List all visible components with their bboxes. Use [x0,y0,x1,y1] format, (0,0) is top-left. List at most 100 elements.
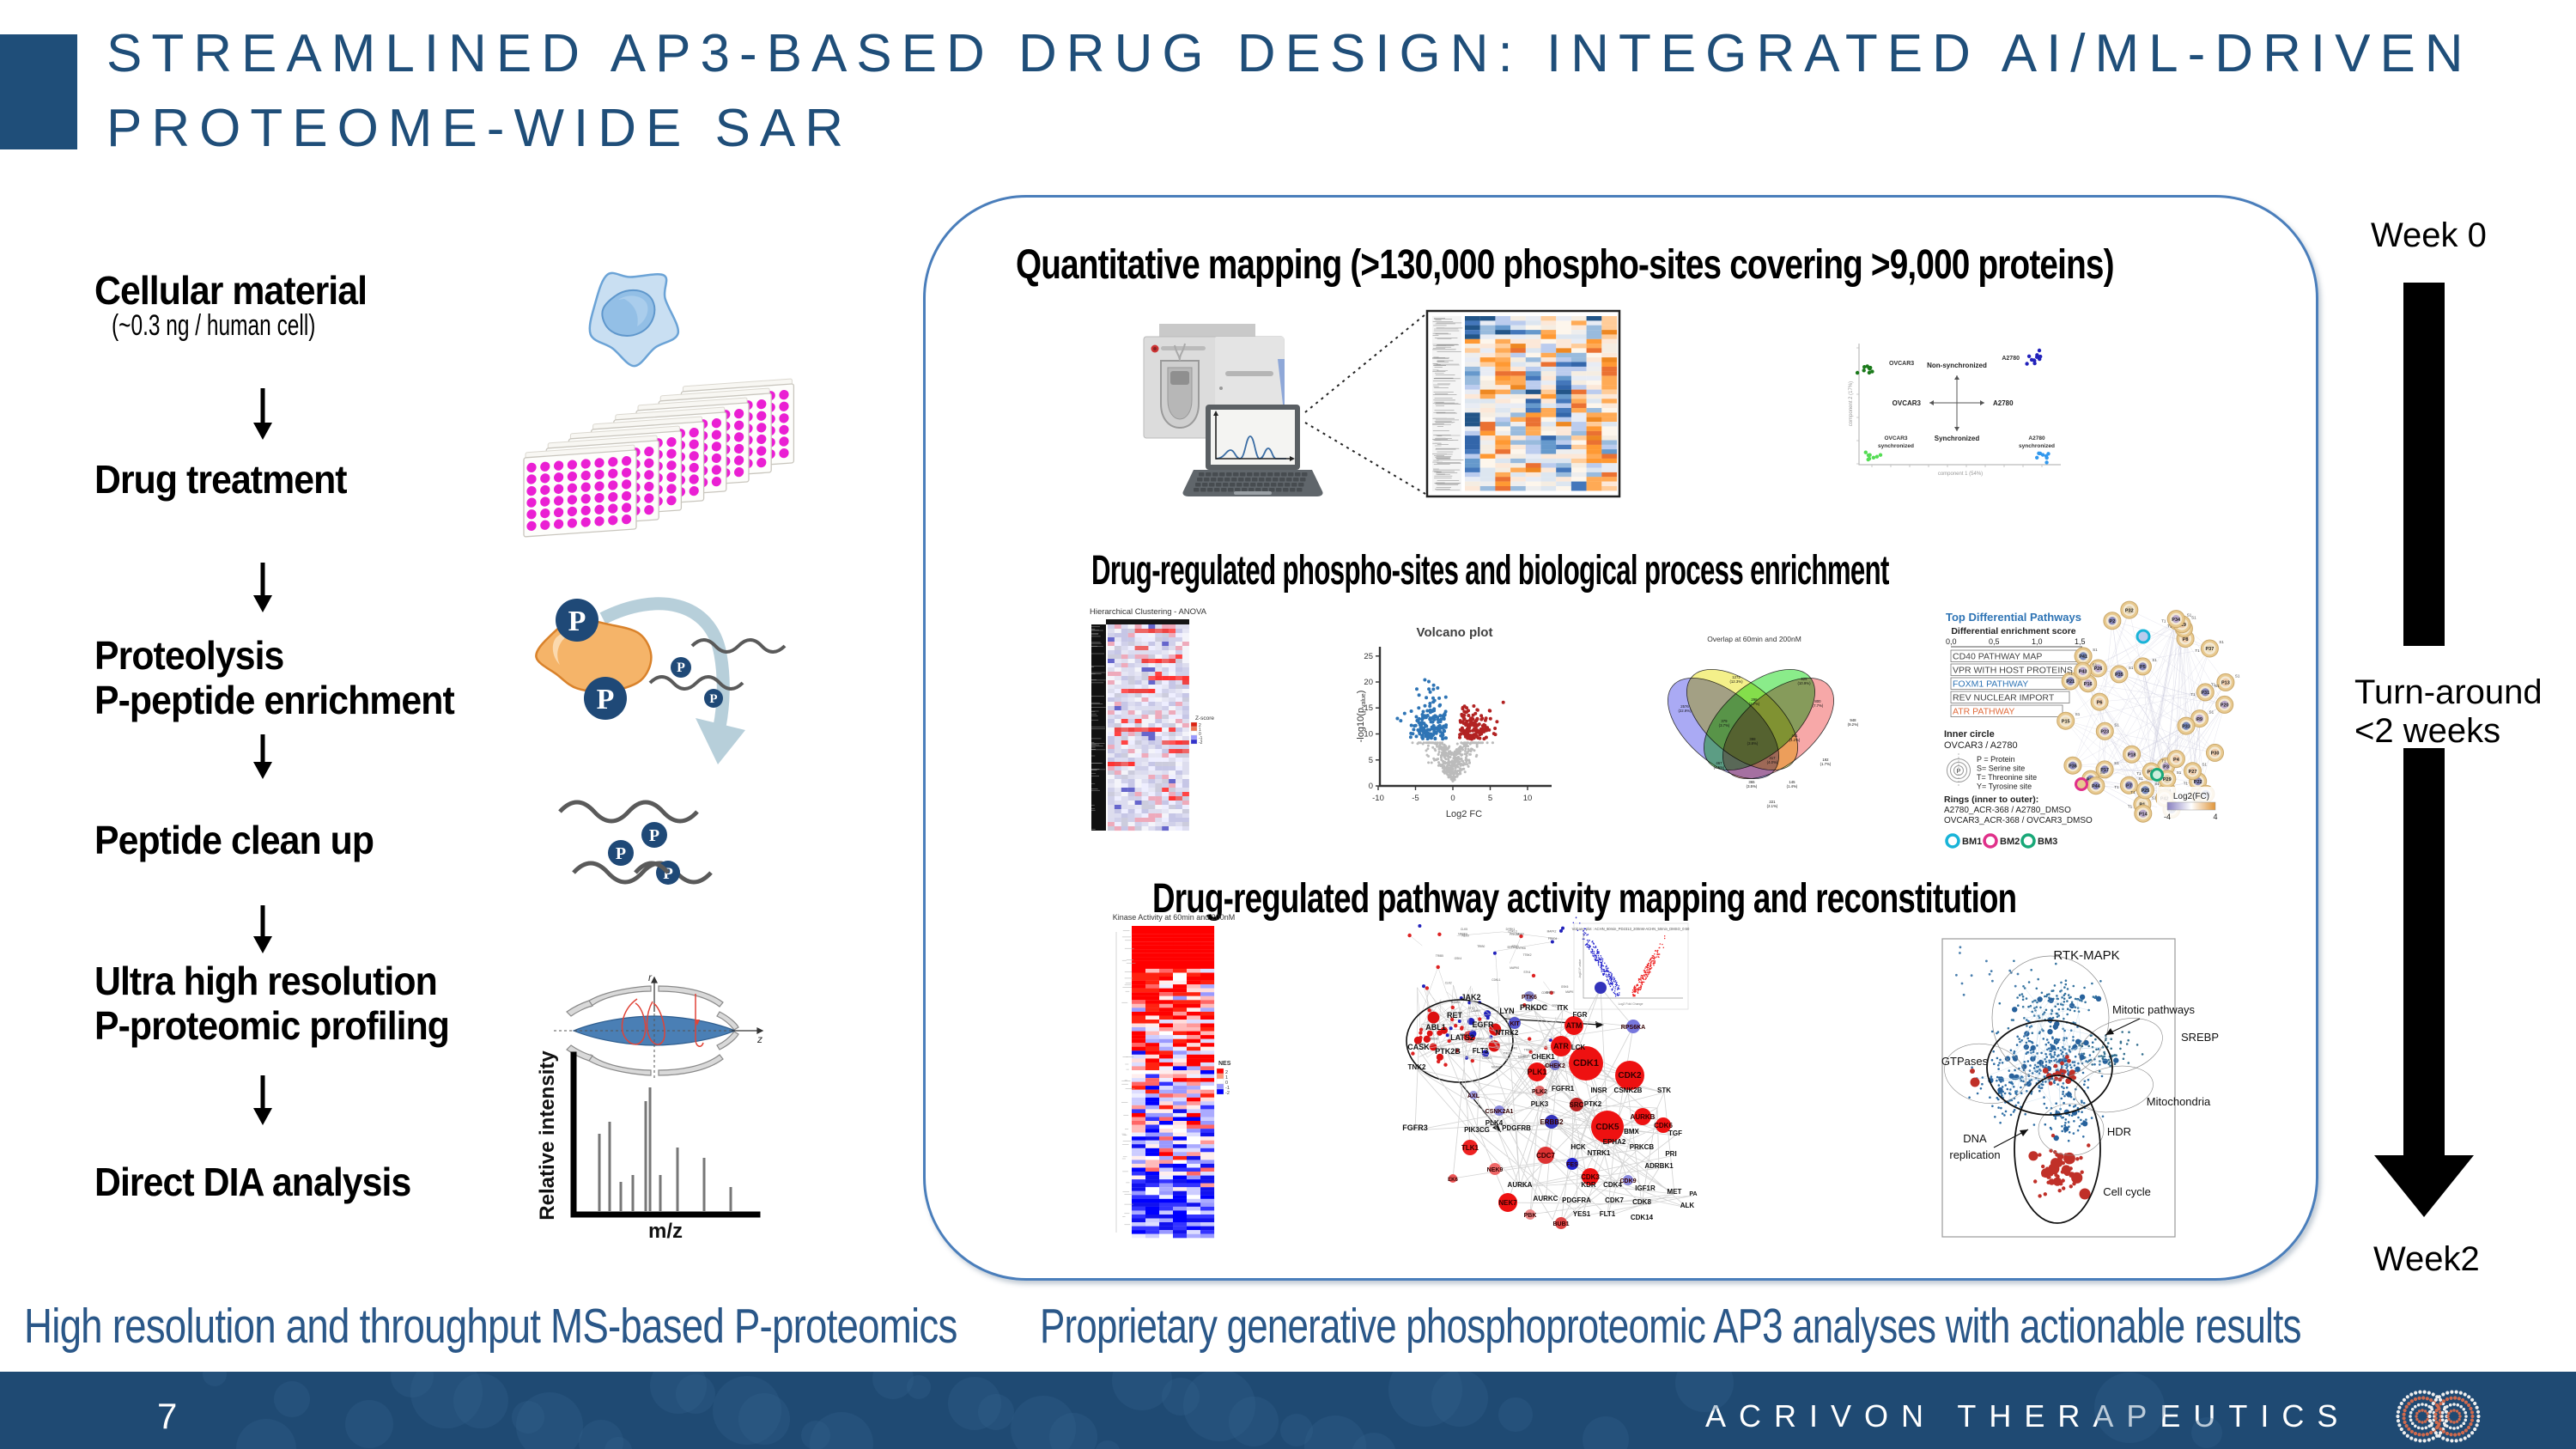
svg-text:P8: P8 [2183,637,2189,642]
svg-text:Inner circle: Inner circle [1944,729,1995,740]
svg-text:T1: T1 [2130,790,2136,795]
svg-text:ULK3: ULK3 [1540,1005,1547,1008]
svg-text:CLK5: CLK5 [1461,928,1467,931]
svg-text:CAMK1: CAMK1 [1471,1009,1480,1013]
svg-text:2: 2 [1199,723,1201,728]
svg-text:Z-score: Z-score [1195,715,1214,721]
svg-text:1272: 1272 [1732,675,1741,679]
svg-text:FES: FES [1566,1162,1578,1168]
svg-text:T1: T1 [2190,692,2196,697]
svg-text:S1: S1 [2235,673,2240,678]
svg-text:P33: P33 [2182,724,2190,729]
svg-text:TLK1: TLK1 [1461,1144,1479,1152]
svg-text:PLK2: PLK2 [1532,1089,1547,1095]
svg-text:P43: P43 [2079,670,2087,675]
svg-text:S1: S1 [2129,666,2134,670]
svg-text:S1: S1 [2152,796,2157,801]
svg-text:FOXM1 PATHWAY: FOXM1 PATHWAY [1953,679,2028,690]
svg-text:CASK: CASK [1407,1043,1430,1051]
svg-text:A2780: A2780 [2028,435,2045,441]
svg-text:(4.2%): (4.2%) [1789,738,1801,742]
svg-text:CD40 PATHWAY MAP: CD40 PATHWAY MAP [1953,652,2042,662]
svg-text:S= Serine site: S= Serine site [1977,764,2025,773]
svg-text:1,0: 1,0 [2032,637,2043,646]
svg-text:PDGFRA: PDGFRA [1562,1196,1591,1204]
svg-text:Volcano plot: Volcano plot [1417,625,1493,640]
svg-text:CLK2: CLK2 [1445,982,1452,985]
svg-text:221: 221 [1769,800,1776,804]
svg-text:P23: P23 [2100,730,2109,735]
svg-text:P27: P27 [2189,770,2197,775]
svg-text:CDK3: CDK3 [1581,1173,1600,1181]
svg-text:417: 417 [1769,756,1776,760]
svg-text:CDK1: CDK1 [1573,1058,1599,1068]
svg-text:S1: S1 [2093,662,2098,667]
svg-text:-log10(pvalue): -log10(pvalue) [1356,691,1367,743]
svg-text:replication: replication [1949,1148,2000,1161]
svg-text:Log2(FC): Log2(FC) [2173,792,2209,801]
svg-text:Non-synchronized: Non-synchronized [1927,362,1987,369]
svg-text:145: 145 [1789,780,1795,784]
svg-text:OVCAR3 / A2780: OVCAR3 / A2780 [1944,740,2018,751]
svg-text:P5: P5 [2140,665,2146,670]
svg-text:GTPases: GTPases [1941,1055,1989,1068]
svg-text:PTK6: PTK6 [1522,995,1537,1001]
svg-text:P2: P2 [2110,619,2116,624]
svg-text:Log2 Fold Change: Log2 Fold Change [1619,1002,1643,1006]
svg-text:Hierarchical Clustering - ANOV: Hierarchical Clustering - ANOVA [1090,607,1207,617]
svg-text:ABL1: ABL1 [1425,1023,1446,1032]
svg-text:STK: STK [1657,1087,1671,1094]
svg-text:Synchronized: Synchronized [1935,435,1980,442]
svg-text:CDK7: CDK7 [1605,1196,1624,1204]
svg-text:T1: T1 [2114,785,2119,789]
svg-text:CDK5: CDK5 [1595,1123,1619,1132]
svg-text:-10: -10 [1372,794,1384,803]
svg-text:Top Differential Pathways: Top Differential Pathways [1946,611,2081,624]
svg-text:P: P [709,692,717,706]
svg-text:-5: -5 [1412,794,1419,803]
svg-text:10: 10 [1523,794,1533,803]
svg-text:441: 441 [1791,734,1798,738]
svg-text:BM1: BM1 [1962,837,1982,847]
svg-text:Log2 FC: Log2 FC [1446,809,1482,819]
svg-text:(3.8%): (3.8%) [1747,741,1759,746]
svg-text:S1: S1 [2191,616,2196,620]
svg-text:P6: P6 [2097,700,2103,705]
svg-text:LYN: LYN [1499,1007,1514,1015]
svg-text:OVCAR3_ACR-368 / OVCAR3_DMSO: OVCAR3_ACR-368 / OVCAR3_DMSO [1944,816,2093,825]
svg-text:OVCAR3: OVCAR3 [1893,399,1922,407]
svg-text:component 1 (54%): component 1 (54%) [1938,472,1983,477]
svg-text:(4.0%): (4.0%) [1767,760,1778,764]
svg-text:S1: S1 [2114,722,2119,727]
svg-text:P4: P4 [2173,758,2180,763]
svg-text:Relative intensity: Relative intensity [536,1050,559,1221]
svg-text:HCK: HCK [1571,1143,1586,1151]
svg-text:P26: P26 [2094,667,2103,672]
svg-text:AXL: AXL [1467,1093,1480,1099]
svg-text:(3.7%): (3.7%) [1719,723,1730,728]
svg-text:Mitochondria: Mitochondria [2147,1095,2211,1108]
svg-text:S1: S1 [2187,612,2192,617]
svg-text:(10.9%): (10.9%) [1797,681,1811,685]
svg-text:m/z: m/z [648,1220,683,1243]
svg-text:CDK8: CDK8 [1632,1198,1651,1206]
svg-text:STK4: STK4 [1523,971,1530,974]
svg-text:800: 800 [1814,699,1821,703]
svg-text:192: 192 [1822,758,1829,762]
svg-text:NEK3: NEK3 [1516,933,1524,936]
svg-text:(3.5%): (3.5%) [1747,784,1758,788]
svg-text:TRIB3: TRIB3 [1417,1043,1425,1046]
svg-text:RET: RET [1447,1011,1463,1020]
svg-text:BUB1: BUB1 [1552,1221,1569,1227]
svg-text:SREBP: SREBP [2181,1031,2219,1044]
svg-text:P34: P34 [2172,618,2181,623]
svg-text:T1: T1 [2184,782,2189,786]
svg-text:BM2: BM2 [2000,837,2020,847]
svg-text:1: 1 [1225,1075,1228,1081]
svg-text:VPR WITH HOST PROTEINS: VPR WITH HOST PROTEINS [1953,666,2073,676]
svg-text:P18: P18 [2128,752,2136,758]
svg-text:ADRBK1: ADRBK1 [1644,1162,1674,1170]
svg-text:T1: T1 [2128,805,2133,809]
svg-text:AURKA: AURKA [1508,1181,1533,1189]
svg-text:EK6: EK6 [1448,1178,1458,1183]
